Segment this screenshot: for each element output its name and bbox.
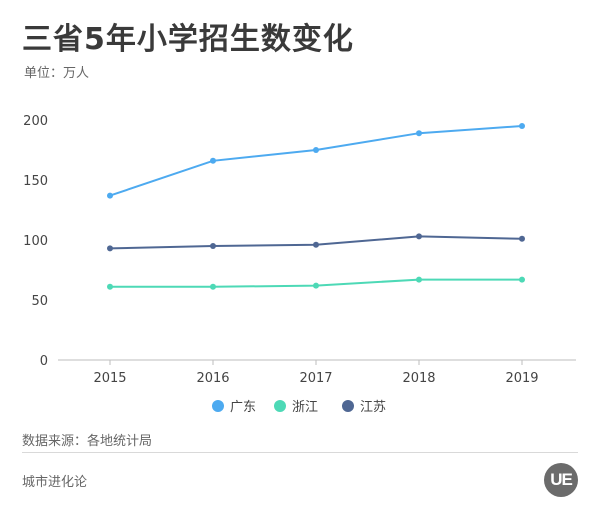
footer-divider: [22, 452, 578, 453]
legend-label: 浙江: [292, 400, 318, 415]
x-tick-label: 2018: [402, 371, 435, 386]
data-point: [107, 283, 113, 290]
line-chart: 0 50 100 150 200 2015 2016 2017 2018 2019 广东 浙江 江苏: [23, 114, 576, 415]
data-point: [416, 233, 422, 240]
x-tick-label: 2015: [93, 371, 126, 386]
data-point: [416, 130, 422, 137]
legend-marker: [342, 400, 354, 412]
y-tick-label: 50: [31, 294, 48, 309]
data-point: [313, 282, 319, 289]
legend-marker: [212, 400, 224, 412]
data-point: [210, 283, 216, 290]
data-source: 数据来源：各地统计局: [22, 434, 153, 449]
data-point: [107, 245, 113, 252]
y-tick-label: 0: [40, 354, 48, 369]
brand-name: 城市进化论: [22, 475, 88, 490]
y-tick-label: 200: [23, 114, 48, 129]
data-point: [313, 147, 319, 153]
chart-title: 三省5年小学招生数变化: [22, 22, 354, 57]
data-point: [210, 243, 216, 249]
x-tick-label: 2016: [196, 371, 229, 386]
data-point: [107, 192, 113, 199]
x-tick-label: 2017: [299, 371, 332, 386]
data-point: [519, 276, 525, 283]
x-tick-label: 2019: [505, 371, 538, 386]
data-point: [313, 241, 319, 248]
y-tick-label: 100: [23, 234, 48, 249]
brand-logo: UE: [544, 463, 578, 497]
unit-label: 单位：万人: [24, 66, 90, 81]
data-point: [519, 235, 525, 242]
series-line: [109, 125, 523, 197]
legend-label: 广东: [230, 400, 256, 415]
legend-label: 江苏: [360, 399, 386, 415]
data-point: [416, 276, 422, 283]
legend-marker: [274, 400, 286, 412]
data-point: [519, 123, 525, 129]
y-tick-label: 150: [23, 174, 48, 189]
data-point: [210, 157, 216, 164]
